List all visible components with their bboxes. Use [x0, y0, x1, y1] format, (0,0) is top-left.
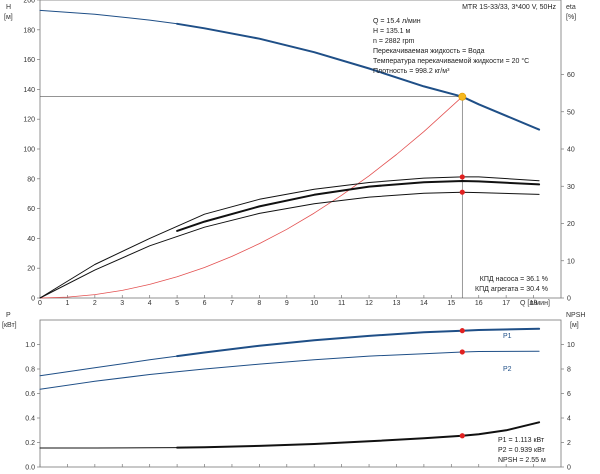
- curve-line: [39, 350, 540, 390]
- y-left-tick-label: 80: [27, 176, 35, 183]
- y-left-tick-label: 60: [27, 206, 35, 213]
- top-tick-labels: 0204060801001201401601802000102030405060…: [23, 0, 575, 307]
- performance-curve-panel: 0204060801001201401601802000102030405060…: [4, 0, 576, 307]
- duty-point-marker: [458, 92, 467, 101]
- y-right-tick-label: 6: [567, 391, 571, 398]
- info-line: P1 = 1.113 кВт: [498, 437, 545, 444]
- bottom-curves: [39, 327, 541, 449]
- power-npsh-panel: 0.0 0.2 0.4 0.6 0.8 1.0 0 2 4 6 8 10 P [кВт] NPSH […: [2, 312, 585, 472]
- y-left-tick-label: 140: [23, 87, 35, 94]
- unit-efficiency-label: КПД агрегата = 30.4 %: [475, 286, 548, 293]
- info-line: Перекачиваемая жидкость = Вода: [373, 48, 485, 55]
- x-tick-label: 2: [93, 300, 97, 307]
- top-gridlines: [37, 0, 564, 299]
- y-left-tick-label: 200: [23, 0, 35, 5]
- curve-line: [176, 421, 541, 449]
- info-line: Температура перекачиваемой жидкости = 20…: [373, 57, 529, 65]
- y-left-tick-label: 160: [23, 57, 35, 64]
- y-left-tick-label: 180: [23, 27, 35, 34]
- y-left-tick-label: 0.4: [25, 416, 35, 423]
- y-right-tick-label: 40: [567, 147, 575, 154]
- top-markers: [458, 92, 467, 195]
- y-right-tick-label: 8: [567, 367, 571, 374]
- x-tick-label: 6: [203, 300, 207, 307]
- pump-efficiency-label: КПД насоса = 36.1 %: [480, 276, 548, 283]
- y-right-tick-label: 10: [567, 342, 575, 349]
- y-left-tick-label: 0: [31, 296, 35, 303]
- info-line: Плотность = 998.2 кг/м³: [373, 68, 450, 75]
- x-tick-label: 5: [175, 300, 179, 307]
- y-left-unit: [кВт]: [2, 322, 17, 329]
- y-right-tick-label: 10: [567, 258, 575, 265]
- x-tick-label: 10: [310, 300, 318, 307]
- p2-curve-label: P2: [503, 366, 512, 373]
- x-tick-label: 12: [365, 300, 373, 307]
- y-left-unit-symbol: P: [6, 312, 11, 319]
- y-left-tick-label: 0.6: [25, 391, 35, 398]
- duty-point-guide: [40, 96, 463, 298]
- x-tick-label: 0: [38, 300, 42, 307]
- y-right-unit: [м]: [570, 322, 579, 329]
- top-curves: [39, 9, 541, 299]
- y-left-unit-symbol: H: [6, 4, 11, 11]
- bottom-markers: [459, 328, 465, 439]
- info-line: H = 135.1 м: [373, 28, 410, 35]
- x-tick-label: 14: [420, 300, 428, 307]
- y-right-tick-label: 0: [567, 296, 571, 303]
- x-tick-label: 1: [65, 300, 69, 307]
- operating-point-marker: [459, 174, 465, 180]
- y-right-tick-label: 2: [567, 440, 571, 447]
- curve-line: [39, 9, 540, 131]
- curve-line: [39, 96, 463, 299]
- operating-point-marker: [459, 349, 465, 355]
- operating-point-marker: [459, 189, 465, 195]
- x-tick-label: 15: [447, 300, 455, 307]
- y-right-tick-label: 0: [567, 465, 571, 472]
- curve-line: [176, 22, 541, 131]
- x-tick-label: 17: [502, 300, 510, 307]
- y-right-tick-label: 20: [567, 221, 575, 228]
- y-left-tick-label: 0.0: [25, 465, 35, 472]
- y-left-tick-label: 0.8: [25, 367, 35, 374]
- x-tick-label: 3: [120, 300, 124, 307]
- y-left-tick-label: 0.2: [25, 440, 35, 447]
- x-axis-label: Q [л/мин]: [520, 300, 550, 307]
- info-line: Q = 15.4 л/мин: [373, 18, 421, 25]
- bottom-tick-labels: 0.0 0.2 0.4 0.6 0.8 1.0 0 2 4 6 8 10: [25, 342, 575, 472]
- y-right-unit: [%]: [566, 14, 576, 21]
- operating-point-marker: [459, 328, 465, 334]
- x-tick-label: 4: [148, 300, 152, 307]
- y-left-tick-label: 100: [23, 147, 35, 154]
- x-tick-label: 16: [475, 300, 483, 307]
- y-right-tick-label: 30: [567, 184, 575, 191]
- curve-line: [176, 327, 541, 358]
- y-right-unit-symbol: eta: [566, 4, 576, 11]
- y-right-tick-label: 50: [567, 109, 575, 116]
- curve-line: [39, 176, 540, 299]
- x-tick-label: 7: [230, 300, 234, 307]
- curve-line: [176, 180, 541, 232]
- x-tick-label: 9: [285, 300, 289, 307]
- y-left-tick-label: 20: [27, 266, 35, 273]
- x-tick-label: 18: [530, 300, 538, 307]
- info-line: P2 = 0.939 кВт: [498, 447, 546, 454]
- info-line: NPSH = 2.55 м: [498, 457, 546, 464]
- y-left-tick-label: 40: [27, 236, 35, 243]
- x-tick-label: 13: [393, 300, 401, 307]
- chart-title: MTR 1S-33/33, 3*400 V, 50Hz: [462, 4, 556, 11]
- y-right-tick-label: 60: [567, 72, 575, 79]
- y-right-tick-label: 4: [567, 416, 571, 423]
- p1-curve-label: P1: [503, 333, 512, 340]
- y-left-tick-label: 1.0: [25, 342, 35, 349]
- x-tick-label: 8: [257, 300, 261, 307]
- info-line: n = 2882 rpm: [373, 38, 415, 45]
- bottom-gridlines: [37, 344, 564, 468]
- operating-point-marker: [459, 433, 465, 439]
- y-left-unit: [м]: [4, 14, 13, 21]
- y-left-tick-label: 120: [23, 117, 35, 124]
- x-tick-label: 11: [338, 300, 345, 307]
- y-right-unit-symbol: NPSH: [566, 312, 585, 319]
- curve-line: [39, 191, 540, 299]
